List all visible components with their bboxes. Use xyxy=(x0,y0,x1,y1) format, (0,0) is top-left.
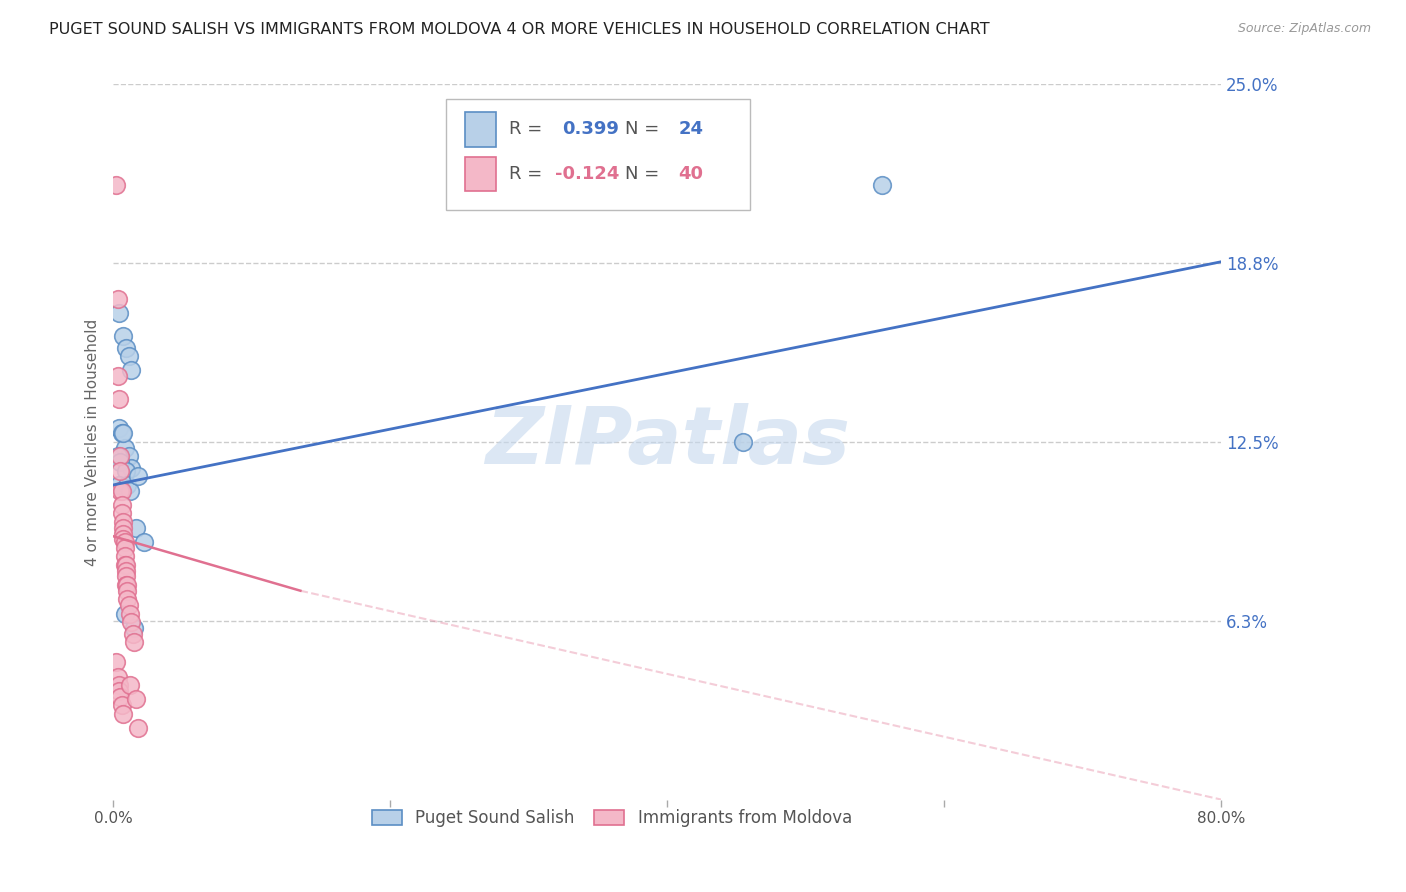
Point xyxy=(117,478,139,492)
Text: PUGET SOUND SALISH VS IMMIGRANTS FROM MOLDOVA 4 OR MORE VEHICLES IN HOUSEHOLD CO: PUGET SOUND SALISH VS IMMIGRANTS FROM MO… xyxy=(49,22,990,37)
Point xyxy=(108,478,131,492)
Point xyxy=(108,678,131,692)
Point xyxy=(112,515,135,529)
Point xyxy=(111,698,134,713)
Point xyxy=(112,521,135,535)
Point xyxy=(870,178,893,192)
Text: 0.399: 0.399 xyxy=(562,120,619,138)
Point xyxy=(117,592,139,607)
Point xyxy=(122,626,145,640)
Point xyxy=(110,690,132,704)
Point xyxy=(115,341,138,355)
Point xyxy=(120,678,142,692)
Text: ZIPatlas: ZIPatlas xyxy=(485,403,849,481)
Text: 40: 40 xyxy=(678,165,703,183)
Text: N =: N = xyxy=(626,165,665,183)
FancyBboxPatch shape xyxy=(446,99,751,210)
Point xyxy=(121,460,143,475)
Point xyxy=(107,450,129,464)
Point xyxy=(105,178,128,192)
Point xyxy=(112,329,135,343)
Point xyxy=(124,521,146,535)
Point xyxy=(114,558,136,572)
Point xyxy=(733,434,755,449)
Point xyxy=(118,349,141,363)
Text: R =: R = xyxy=(509,165,548,183)
Point xyxy=(107,669,129,683)
Point xyxy=(111,498,134,512)
Point xyxy=(110,455,132,469)
Point xyxy=(108,683,131,698)
Point xyxy=(114,541,136,555)
Point xyxy=(122,635,145,649)
Point xyxy=(112,533,135,547)
Point xyxy=(105,655,128,669)
Point xyxy=(115,569,138,583)
Point xyxy=(112,526,135,541)
Point xyxy=(127,721,149,735)
Point xyxy=(121,363,143,377)
Bar xyxy=(464,157,495,191)
Point xyxy=(111,426,134,441)
Point xyxy=(115,558,138,572)
Point xyxy=(117,583,139,598)
Text: R =: R = xyxy=(509,120,548,138)
Point xyxy=(122,621,145,635)
Point xyxy=(110,483,132,498)
Point xyxy=(107,292,129,306)
Point xyxy=(121,615,143,630)
Point xyxy=(112,426,135,441)
Point xyxy=(111,483,134,498)
Text: N =: N = xyxy=(626,120,665,138)
Point xyxy=(118,598,141,612)
Text: 24: 24 xyxy=(678,120,703,138)
Point xyxy=(114,549,136,564)
Point xyxy=(127,469,149,483)
Point xyxy=(120,607,142,621)
Point xyxy=(110,450,132,464)
Text: -0.124: -0.124 xyxy=(555,165,620,183)
Point xyxy=(117,578,139,592)
Point xyxy=(107,369,129,384)
Point xyxy=(108,306,131,320)
Point xyxy=(115,564,138,578)
Point xyxy=(114,607,136,621)
Point xyxy=(120,483,142,498)
Point xyxy=(108,420,131,434)
Y-axis label: 4 or more Vehicles in Household: 4 or more Vehicles in Household xyxy=(86,318,100,566)
Point xyxy=(132,535,155,549)
Point xyxy=(110,464,132,478)
Text: Source: ZipAtlas.com: Source: ZipAtlas.com xyxy=(1237,22,1371,36)
Point xyxy=(115,464,138,478)
Point xyxy=(108,392,131,406)
Point xyxy=(114,441,136,455)
Point xyxy=(114,535,136,549)
Point xyxy=(115,578,138,592)
Legend: Puget Sound Salish, Immigrants from Moldova: Puget Sound Salish, Immigrants from Mold… xyxy=(366,803,859,834)
Point xyxy=(112,706,135,721)
Bar xyxy=(464,112,495,146)
Point xyxy=(124,692,146,706)
Point xyxy=(118,450,141,464)
Point xyxy=(111,507,134,521)
